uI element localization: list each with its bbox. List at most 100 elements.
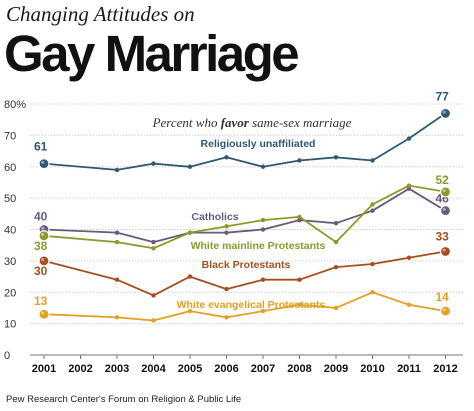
endpoint-highlight [41,232,45,237]
endpoint-marker [439,186,452,198]
x-tick-label: 2003 [105,363,129,375]
y-tick-label: 60 [4,162,16,174]
endpoint-marker [38,158,50,170]
data-point [333,305,339,311]
endpoint-highlight [41,160,45,164]
data-point [151,293,156,298]
endpoint-marker [38,255,50,267]
data-point [224,315,229,320]
y-tick-label: 50 [4,193,16,205]
y-tick-label: 10 [4,319,16,331]
value-label: 61 [34,140,48,154]
data-point [187,230,193,235]
endpoint-highlight [41,226,45,230]
series-name-label: White evangelical Protestants [177,299,326,311]
y-tick-label: 80% [4,99,26,111]
y-tick-label: 70 [4,130,16,142]
data-point [151,239,156,245]
endpoint-marker [439,245,452,258]
endpoint-highlight [41,257,45,262]
endpoint-highlight [442,110,446,114]
chart-title: Gay Marriage [4,25,300,82]
value-label: 52 [436,173,450,187]
data-point [406,186,412,191]
endpoint-highlight [442,188,446,193]
data-point [297,277,302,282]
x-tick-label: 2004 [141,363,166,375]
data-point [406,302,412,307]
data-point [260,164,266,169]
data-point [114,277,120,282]
data-point [370,158,375,163]
data-point [114,315,120,320]
value-label: 40 [34,210,48,224]
endpoint-marker [38,308,50,320]
data-point [224,224,229,229]
x-tick-label: 2001 [32,363,56,375]
x-tick-label: 2005 [178,363,202,375]
data-point [187,308,193,314]
endpoint-highlight [442,308,446,312]
data-point [406,255,412,260]
data-point [187,164,193,169]
data-point [151,246,156,251]
data-point [260,227,266,232]
series-name-label: Black Protestants [202,259,291,271]
data-point [224,155,229,160]
data-point [224,230,229,235]
series-name-label: Catholics [191,211,238,223]
data-point [370,208,375,213]
data-point [370,290,375,295]
x-tick-label: 2007 [251,363,275,375]
value-label: 30 [34,264,48,278]
data-point [297,158,302,163]
series-line [43,187,446,244]
data-point [151,318,156,323]
x-tick-label: 2009 [324,363,348,375]
value-label: 38 [34,239,48,253]
source-note: Pew Research Center's Forum on Religion … [6,394,242,405]
endpoint-marker [439,107,452,120]
data-point [114,167,120,173]
data-point [114,239,120,245]
value-label: 14 [436,290,450,304]
endpoint-marker [439,305,452,317]
x-tick-label: 2008 [287,363,311,375]
data-point [370,261,375,267]
data-point [151,161,156,166]
series-name-label: White mainline Protestants [191,240,326,252]
y-tick-label: 20 [4,287,16,299]
value-label: 13 [34,294,48,308]
value-label: 77 [436,89,450,103]
series-line [43,184,446,250]
data-point [333,264,339,270]
data-point [260,217,266,223]
endpoint-highlight [442,248,446,252]
data-point [297,217,302,223]
data-point [370,202,375,207]
data-point [114,230,120,235]
value-label: 33 [436,229,450,243]
endpoint-highlight [442,207,446,211]
data-point [406,183,412,188]
data-point [297,302,302,307]
data-point [333,221,339,226]
y-tick-label: 40 [4,225,16,237]
y-tick-label: 30 [4,256,16,268]
endpoint-highlight [41,311,45,315]
chart-annotation: Percent who favor same-sex marriage [152,115,352,130]
x-tick-label: 2002 [68,363,92,375]
data-point [333,155,339,160]
endpoint-marker [439,205,452,217]
data-point [187,274,193,279]
x-tick-label: 2012 [433,363,457,375]
endpoint-marker [38,230,50,242]
y-tick-label: 0 [4,350,10,362]
data-point [224,286,229,292]
data-point [406,136,412,141]
x-tick-label: 2010 [360,363,384,375]
data-point [297,214,302,220]
data-point [260,308,266,314]
x-tick-label: 2006 [214,363,238,375]
